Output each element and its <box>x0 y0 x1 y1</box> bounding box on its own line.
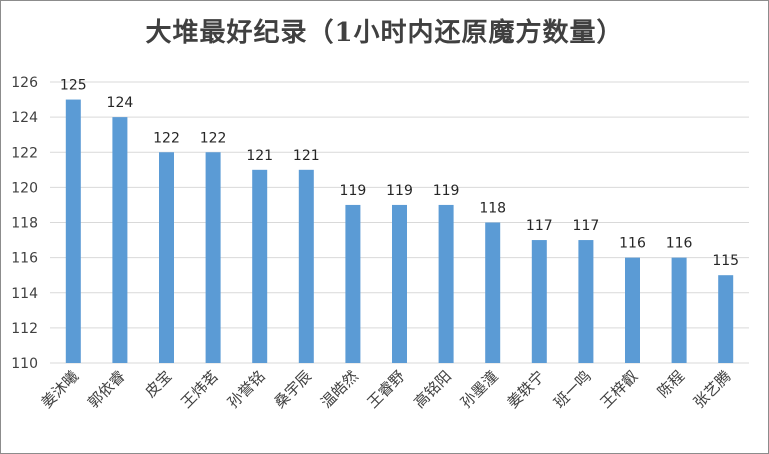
y-tick-label: 124 <box>11 110 38 126</box>
bar <box>531 240 547 363</box>
bar <box>671 257 687 363</box>
data-label: 119 <box>386 183 413 199</box>
x-axis: 姜沐曦 郭依睿 皮宝 王炜茗 孙誉铭 桑宇辰 温皓然 王睿野 高铭阳 孙墨潼 姜轶宁 班一鸣 王梓叡 陈程… <box>38 367 735 412</box>
chart-title: 大堆最好纪录（1小时内还原魔方数量） <box>145 18 624 48</box>
data-label: 121 <box>293 148 320 164</box>
category-label: 高铭阳 <box>410 367 455 412</box>
y-tick-label: 114 <box>11 286 38 302</box>
category-label: 王炜茗 <box>177 367 222 412</box>
data-label: 119 <box>433 183 460 199</box>
bar <box>625 257 640 363</box>
y-tick-label: 110 <box>11 356 38 372</box>
data-label: 119 <box>340 183 367 199</box>
category-label: 郭依睿 <box>84 367 129 412</box>
data-label: 121 <box>246 148 273 164</box>
category-label: 孙墨潼 <box>457 367 502 412</box>
y-tick-label: 126 <box>11 75 38 91</box>
data-labels: 125 124 122 122 121 121 119 119 119 118 117 117 116 1… <box>60 78 739 270</box>
bar <box>485 222 501 363</box>
data-label: 117 <box>573 218 600 234</box>
category-label: 张艺腾 <box>690 367 735 412</box>
category-label: 班一鸣 <box>550 367 595 412</box>
data-label: 122 <box>200 130 227 146</box>
data-label: 118 <box>479 201 506 217</box>
category-label: 皮宝 <box>141 367 175 401</box>
bar <box>345 204 361 363</box>
bar <box>438 204 454 363</box>
category-label: 王梓叡 <box>597 367 642 412</box>
category-label: 孙誉铭 <box>224 367 269 412</box>
bar <box>65 99 81 363</box>
category-label: 姜沐曦 <box>38 367 83 412</box>
y-tick-label: 120 <box>11 180 38 196</box>
y-tick-label: 122 <box>11 145 38 161</box>
bar <box>252 169 268 363</box>
bar <box>112 117 128 363</box>
bar <box>392 204 407 363</box>
y-tick-label: 116 <box>11 251 38 267</box>
bars <box>65 99 734 363</box>
data-label: 115 <box>712 253 739 269</box>
bar <box>718 275 734 363</box>
data-label: 122 <box>153 130 180 146</box>
y-tick-label: 118 <box>11 216 38 232</box>
category-label: 姜轶宁 <box>504 367 549 412</box>
data-label: 117 <box>526 218 553 234</box>
data-label: 125 <box>60 78 87 94</box>
bar <box>205 152 221 363</box>
bar <box>298 169 314 363</box>
bar <box>159 152 174 363</box>
data-label: 116 <box>666 236 693 252</box>
y-tick-label: 112 <box>11 321 38 337</box>
y-axis: 110 112 114 116 118 120 122 124 126 <box>11 75 38 372</box>
data-label: 124 <box>107 95 134 111</box>
category-label: 温皓然 <box>317 367 362 412</box>
category-label: 桑宇辰 <box>271 367 316 412</box>
category-label: 王睿野 <box>364 367 409 412</box>
bar <box>578 240 594 363</box>
category-label: 陈程 <box>654 367 688 401</box>
data-label: 116 <box>619 236 646 252</box>
